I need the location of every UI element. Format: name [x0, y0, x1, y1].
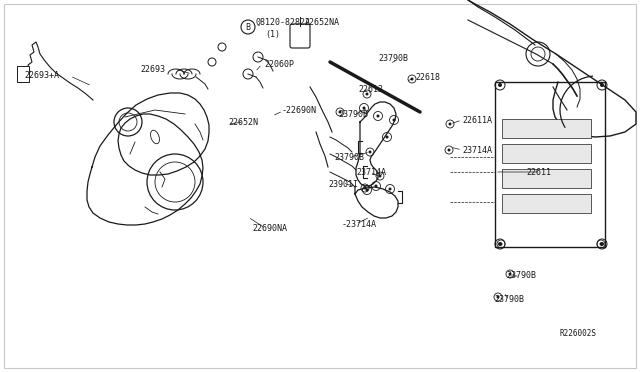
Text: 23790B: 23790B: [378, 54, 408, 62]
Text: 23790B: 23790B: [506, 272, 536, 280]
Circle shape: [243, 69, 253, 79]
Text: 23714A: 23714A: [356, 167, 386, 176]
Circle shape: [369, 151, 371, 154]
Circle shape: [600, 243, 602, 246]
Circle shape: [208, 58, 216, 66]
Circle shape: [365, 189, 369, 192]
Circle shape: [339, 110, 342, 113]
Text: R226002S: R226002S: [560, 330, 597, 339]
Circle shape: [600, 242, 604, 246]
Text: 22693: 22693: [140, 64, 165, 74]
Text: 22611A: 22611A: [462, 115, 492, 125]
FancyBboxPatch shape: [495, 82, 605, 247]
Circle shape: [385, 135, 388, 138]
Circle shape: [410, 77, 413, 80]
Circle shape: [365, 93, 369, 96]
Circle shape: [600, 83, 604, 87]
Text: 23790B: 23790B: [334, 153, 364, 161]
Circle shape: [378, 174, 381, 177]
Text: 22652N: 22652N: [228, 118, 258, 126]
Text: 23790B: 23790B: [494, 295, 524, 305]
Text: 22618: 22618: [415, 73, 440, 81]
Circle shape: [374, 185, 378, 187]
Text: (1): (1): [265, 29, 280, 38]
Text: -22690N: -22690N: [282, 106, 317, 115]
Circle shape: [449, 122, 451, 125]
Circle shape: [364, 186, 367, 189]
Text: -23714A: -23714A: [342, 219, 377, 228]
FancyBboxPatch shape: [502, 144, 591, 163]
Circle shape: [509, 273, 511, 276]
Text: 22612: 22612: [358, 84, 383, 93]
Text: 22611: 22611: [526, 167, 551, 176]
Circle shape: [498, 242, 502, 246]
Text: 23901I: 23901I: [328, 180, 358, 189]
Text: 22690NA: 22690NA: [252, 224, 287, 232]
Circle shape: [253, 52, 263, 62]
Circle shape: [497, 295, 499, 298]
FancyBboxPatch shape: [502, 169, 591, 187]
Circle shape: [362, 106, 365, 109]
FancyBboxPatch shape: [17, 66, 29, 82]
Circle shape: [388, 187, 392, 190]
Text: 23714A: 23714A: [462, 145, 492, 154]
Text: 22060P: 22060P: [264, 60, 294, 68]
FancyBboxPatch shape: [502, 119, 591, 138]
Circle shape: [392, 119, 396, 122]
Text: B: B: [245, 22, 251, 32]
Text: 22652NA: 22652NA: [304, 17, 339, 26]
Circle shape: [447, 148, 451, 151]
Circle shape: [498, 83, 502, 87]
Text: 08120-8282A: 08120-8282A: [256, 17, 311, 26]
Text: 22693+A: 22693+A: [24, 71, 59, 80]
FancyBboxPatch shape: [290, 24, 310, 48]
Circle shape: [499, 243, 502, 246]
FancyBboxPatch shape: [502, 193, 591, 212]
Text: 23790B: 23790B: [338, 109, 368, 119]
Circle shape: [218, 43, 226, 51]
Circle shape: [376, 115, 380, 118]
